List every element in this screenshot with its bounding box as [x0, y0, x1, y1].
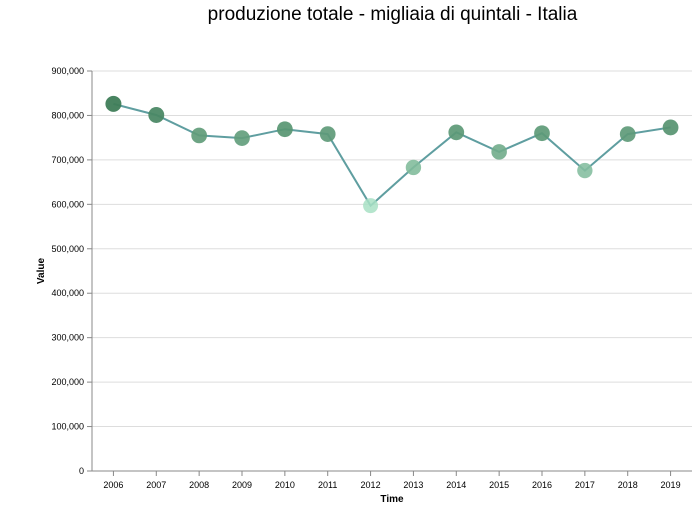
data-point[interactable]: [448, 124, 465, 141]
y-tick-label: 900,000: [51, 66, 84, 76]
x-tick-label: 2006: [103, 480, 123, 490]
x-tick-label: 2017: [575, 480, 595, 490]
y-tick-label: 100,000: [51, 422, 84, 432]
gridlines: [92, 70, 692, 472]
y-tick-label: 300,000: [51, 333, 84, 343]
x-tick-label: 2018: [618, 480, 638, 490]
y-tick-label: 200,000: [51, 377, 84, 387]
x-axis-label: Time: [380, 494, 404, 505]
data-point[interactable]: [405, 159, 422, 176]
x-tick-label: 2009: [232, 480, 252, 490]
data-point[interactable]: [534, 125, 550, 142]
data-point[interactable]: [319, 126, 336, 142]
x-tick-label: 2007: [146, 480, 166, 490]
y-tick-label: 500,000: [51, 244, 84, 254]
x-tick-label: 2008: [189, 480, 209, 490]
data-point[interactable]: [148, 107, 165, 123]
y-tick-label: 400,000: [51, 288, 84, 298]
data-points: [105, 95, 679, 214]
x-tick-label: 2014: [446, 480, 466, 490]
x-tick-label: 2013: [403, 480, 423, 490]
chart-title: produzione totale - migliaia di quintali…: [207, 4, 578, 25]
data-point[interactable]: [662, 119, 679, 136]
x-tick-label: 2015: [489, 480, 509, 490]
data-point[interactable]: [491, 144, 507, 160]
y-axis-ticks: 0 100,000 200,000 300,000 400,000 500,000 600,…: [51, 66, 92, 476]
x-tick-label: 2019: [661, 480, 681, 490]
y-axis-label: Value: [36, 258, 47, 285]
x-tick-label: 2010: [275, 480, 295, 490]
data-point[interactable]: [577, 162, 593, 179]
y-tick-label: 600,000: [51, 199, 84, 209]
y-tick-label: 800,000: [51, 110, 84, 120]
data-point[interactable]: [105, 95, 122, 112]
series-line: [113, 102, 671, 208]
y-tick-label: 700,000: [51, 155, 84, 165]
data-point[interactable]: [363, 198, 379, 214]
axes: [91, 71, 692, 472]
x-tick-label: 2012: [361, 480, 381, 490]
x-tick-label: 2016: [532, 480, 552, 490]
data-point[interactable]: [619, 126, 636, 142]
y-tick-label: 0: [79, 466, 84, 476]
data-point[interactable]: [276, 121, 293, 138]
x-axis-ticks: 2006 2007 2008 2009 2010 2011 2012 2013 2014 2015…: [103, 471, 681, 490]
x-tick-label: 2011: [318, 480, 337, 490]
data-point[interactable]: [234, 130, 250, 146]
data-point[interactable]: [191, 127, 207, 144]
